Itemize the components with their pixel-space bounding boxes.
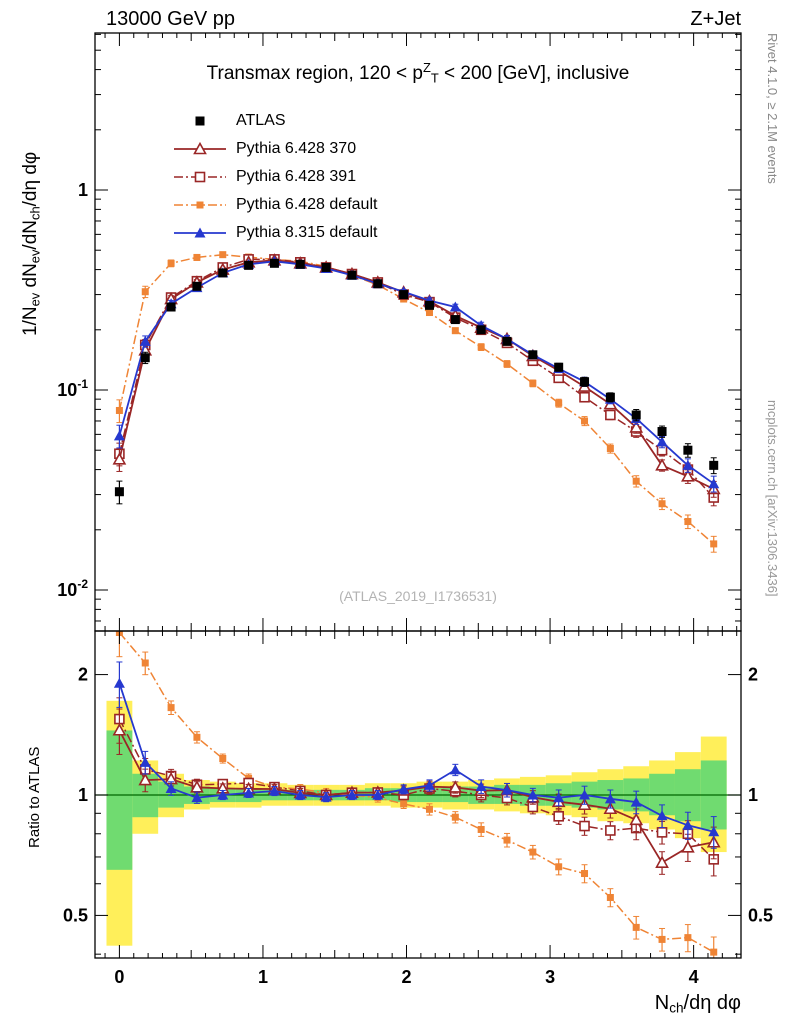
- process-label: Z+Jet: [690, 8, 741, 30]
- y-axis-label-main: 1/Nev dNev/dNch/dη dφ: [20, 151, 43, 336]
- svg-text:10-1: 10-1: [57, 377, 88, 400]
- legend-label-atlas: ATLAS: [236, 112, 286, 129]
- svg-text:1: 1: [748, 785, 758, 805]
- svg-text:10-2: 10-2: [57, 577, 88, 600]
- y-axis-label-ratio: Ratio to ATLAS: [26, 746, 43, 848]
- svg-text:1: 1: [78, 180, 88, 200]
- legend-label-pythia-6-428-391: Pythia 6.428 391: [236, 168, 357, 185]
- svg-text:2: 2: [402, 967, 412, 987]
- series-pythia-8-315-default: [113, 255, 720, 493]
- legend-marker-atlas: [195, 116, 205, 126]
- legend-item-pythia-8-315-default: Pythia 8.315 default: [172, 222, 377, 244]
- beam-energy-label: 13000 GeV pp: [106, 8, 235, 30]
- legend-marker-pythia-6-428-default: [174, 201, 226, 209]
- svg-text:0.5: 0.5: [63, 905, 88, 925]
- analysis-id-watermark: (ATLAS_2019_I1736531): [339, 588, 497, 604]
- svg-text:0.5: 0.5: [748, 905, 773, 925]
- legend-label-pythia-6-428-370: Pythia 6.428 370: [236, 140, 357, 157]
- legend-item-pythia-6-428-default: Pythia 6.428 default: [172, 194, 377, 216]
- svg-text:2: 2: [748, 665, 758, 685]
- axes: 0 1 2 3 4 1 10-1 10-2 2 2 1 1 0.5 0.5: [57, 32, 773, 987]
- legend-marker-pythia-6-428-391: [174, 171, 226, 183]
- series-pythia-6-428-default: [115, 631, 718, 958]
- legend-marker-pythia-6-428-370: [174, 141, 226, 155]
- series-pythia-6-428-391: [114, 254, 720, 507]
- svg-text:3: 3: [545, 967, 555, 987]
- legend-label-pythia-6-428-default: Pythia 6.428 default: [236, 196, 378, 213]
- legend-marker-pythia-8-315-default: [174, 227, 226, 238]
- series-atlas: [114, 258, 719, 505]
- legend-item-pythia-6-428-391: Pythia 6.428 391: [172, 166, 377, 188]
- series-pythia-8-315-default: [113, 661, 720, 849]
- plot-title: Transmax region, 120 < pZT < 200 [GeV], …: [206, 60, 630, 86]
- svg-text:1: 1: [78, 785, 88, 805]
- legend: ATLAS Pythia 6.428 370 Pythia 6.428 391 Pyt…: [172, 110, 377, 244]
- svg-text:1: 1: [258, 967, 268, 987]
- legend-item-atlas: ATLAS: [172, 110, 377, 132]
- series-pythia-6-428-370: [112, 253, 721, 498]
- svg-text:2: 2: [78, 665, 88, 685]
- x-axis-label: Nch/dη dφ: [654, 992, 741, 1016]
- uncertainty-bands: [95, 700, 741, 946]
- svg-text:4: 4: [689, 967, 699, 987]
- legend-item-pythia-6-428-370: Pythia 6.428 370: [172, 138, 377, 160]
- svg-text:0: 0: [114, 967, 124, 987]
- rivet-version-note: Rivet 4.1.0, ≥ 2.1M events: [765, 33, 780, 184]
- mcplots-reference-note: mcplots.cern.ch [arXiv:1306.3436]: [765, 400, 780, 597]
- legend-label-pythia-8-315-default: Pythia 8.315 default: [236, 224, 378, 241]
